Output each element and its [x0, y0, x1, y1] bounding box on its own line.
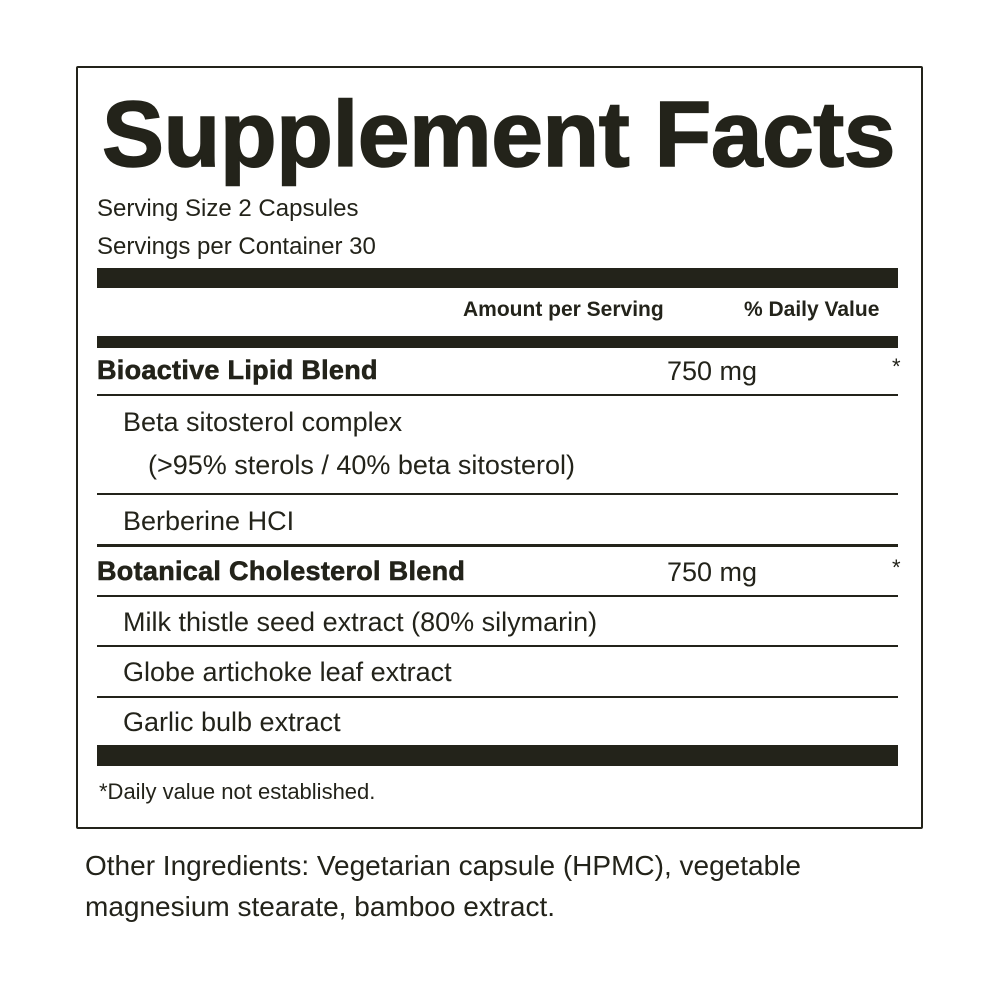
blend-dv: * [892, 555, 901, 580]
other-ingredients-continued: magnesium stearate, bamboo extract. [85, 891, 556, 922]
footnote: *Daily value not established. [99, 779, 376, 804]
blend-name: Botanical Cholesterol Blend [97, 556, 466, 586]
daily-value-header: % Daily Value [744, 298, 880, 321]
amount-per-serving-header: Amount per Serving [463, 298, 664, 321]
blend-amount: 750 mg [667, 356, 758, 386]
medium-divider [97, 336, 898, 348]
thick-divider [97, 268, 898, 288]
thick-divider [97, 745, 898, 766]
serving-size: Serving Size 2 Capsules [97, 195, 359, 222]
ingredient: Garlic bulb extract [123, 707, 341, 737]
row-divider [97, 645, 898, 647]
row-divider [97, 394, 898, 396]
ingredient: Milk thistle seed extract (80% silymarin… [123, 607, 598, 637]
other-ingredients: Other Ingredients: Vegetarian capsule (H… [85, 850, 801, 881]
blend-dv: * [892, 354, 901, 379]
row-divider [97, 544, 898, 547]
ingredient-detail: (>95% sterols / 40% beta sitosterol) [148, 450, 575, 480]
ingredient: Berberine HCI [123, 506, 295, 536]
ingredient: Globe artichoke leaf extract [123, 657, 452, 687]
supplement-facts-panel [76, 66, 923, 829]
row-divider [97, 696, 898, 698]
blend-name: Bioactive Lipid Blend [97, 355, 378, 385]
panel-title: Supplement Facts [101, 82, 896, 186]
blend-amount: 750 mg [667, 557, 758, 587]
servings-per-container: Servings per Container 30 [97, 233, 376, 260]
row-divider [97, 595, 898, 597]
ingredient: Beta sitosterol complex [123, 407, 403, 437]
row-divider [97, 493, 898, 495]
